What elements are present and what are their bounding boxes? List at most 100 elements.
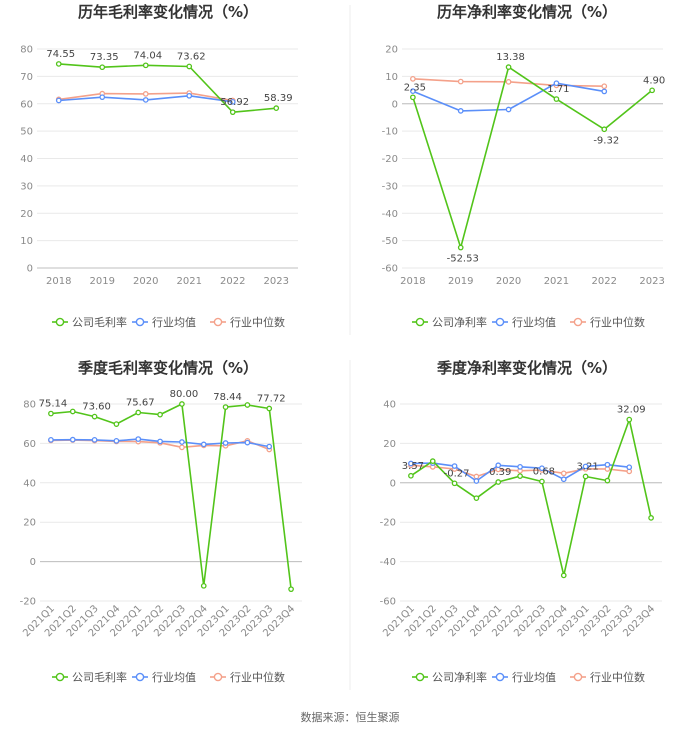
data-point-company bbox=[505, 64, 512, 70]
y-tick-label: -20 bbox=[380, 518, 396, 529]
legend-item-company[interactable]: 公司净利率 bbox=[412, 315, 487, 329]
x-tick-label: 2018 bbox=[46, 276, 71, 287]
data-point-industry_avg bbox=[539, 465, 545, 472]
data-point-company bbox=[99, 64, 106, 71]
data-point-company bbox=[626, 416, 633, 423]
data-point-industry_avg bbox=[457, 108, 464, 114]
legend-item-industry_avg[interactable]: 行业均值 bbox=[492, 671, 556, 684]
series-line-company bbox=[50, 403, 292, 590]
y-tick-label: 10 bbox=[385, 72, 398, 83]
y-tick-label: 0 bbox=[390, 478, 396, 489]
legend-label: 行业均值 bbox=[152, 316, 196, 329]
legend-swatch-marker bbox=[573, 317, 583, 327]
legend-swatch-marker bbox=[573, 672, 583, 682]
data-label: 75.14 bbox=[39, 399, 68, 410]
data-point-company bbox=[451, 480, 458, 487]
series-line-company bbox=[410, 418, 652, 577]
data-point-industry_median bbox=[410, 75, 416, 82]
data-point-industry_avg bbox=[505, 106, 512, 113]
legend-label: 行业均值 bbox=[512, 671, 556, 684]
legend-item-company[interactable]: 公司毛利率 bbox=[52, 670, 127, 684]
data-point-company bbox=[288, 586, 294, 593]
data-point-industry_avg bbox=[451, 463, 458, 469]
source-note: 数据来源：恒生聚源 bbox=[301, 710, 400, 724]
data-point-industry_avg bbox=[229, 98, 236, 105]
legend-item-industry_avg[interactable]: 行业均值 bbox=[132, 316, 196, 329]
x-tick-label: 2019 bbox=[448, 276, 473, 287]
data-point-company bbox=[157, 411, 163, 418]
data-label: 75.67 bbox=[126, 398, 155, 409]
data-label: 0.39 bbox=[489, 467, 511, 478]
data-point-company bbox=[113, 421, 120, 427]
data-label: 73.62 bbox=[177, 51, 206, 62]
y-tick-label: 50 bbox=[20, 127, 33, 138]
y-tick-label: -40 bbox=[380, 557, 396, 568]
y-tick-label: 60 bbox=[20, 99, 33, 110]
data-point-industry_avg bbox=[517, 463, 523, 470]
x-tick-label: 2019 bbox=[90, 276, 115, 287]
data-label: -9.32 bbox=[593, 135, 619, 146]
data-point-industry_median bbox=[473, 473, 480, 480]
y-tick-label: 10 bbox=[20, 236, 33, 247]
chart-title: 历年净利率变化情况（%） bbox=[437, 3, 617, 21]
data-point-company bbox=[135, 409, 142, 416]
data-point-company bbox=[429, 458, 436, 464]
y-tick-label: 0 bbox=[392, 99, 398, 110]
data-label: 13.38 bbox=[496, 52, 525, 63]
legend-item-industry_median[interactable]: 行业中位数 bbox=[210, 315, 285, 329]
series-line-company bbox=[58, 63, 277, 113]
y-tick-label: -30 bbox=[382, 181, 398, 192]
legend-item-industry_avg[interactable]: 行业均值 bbox=[132, 671, 196, 684]
data-point-industry_avg bbox=[560, 476, 567, 483]
y-tick-label: -20 bbox=[382, 154, 398, 165]
chart-panel-2: 历年净利率变化情况（%） -60 -50 -40 -30 -20 -10 0 10 20 2018 2… bbox=[382, 3, 666, 329]
data-point-industry_avg bbox=[48, 437, 54, 443]
legend-swatch-marker bbox=[135, 672, 145, 682]
legend-label: 行业中位数 bbox=[590, 315, 645, 329]
x-tick-label: 2021 bbox=[544, 276, 569, 287]
legend-swatch-marker bbox=[55, 317, 65, 327]
data-label: 0.68 bbox=[533, 466, 555, 477]
legend-label: 公司毛利率 bbox=[72, 315, 127, 329]
data-point-industry_avg bbox=[244, 439, 251, 446]
data-point-industry_avg bbox=[604, 461, 611, 468]
legend-item-industry_median[interactable]: 行业中位数 bbox=[570, 670, 645, 684]
data-point-industry_avg bbox=[200, 441, 207, 448]
y-tick-label: 20 bbox=[385, 45, 398, 56]
legend-item-company[interactable]: 公司净利率 bbox=[412, 670, 487, 684]
data-label: 73.60 bbox=[82, 402, 111, 413]
legend-swatch-marker bbox=[135, 317, 145, 327]
data-point-industry_median bbox=[560, 470, 567, 477]
chart-title: 历年毛利率变化情况（%） bbox=[78, 3, 258, 21]
data-label: 78.44 bbox=[213, 392, 242, 403]
data-point-industry_avg bbox=[91, 437, 98, 443]
data-point-company bbox=[457, 244, 464, 251]
y-tick-label: 30 bbox=[20, 181, 33, 192]
x-tick-label: 2023 bbox=[639, 276, 664, 287]
data-point-company bbox=[601, 126, 608, 133]
data-point-industry_avg bbox=[113, 437, 120, 444]
data-point-industry_median bbox=[505, 79, 512, 85]
data-label: 73.35 bbox=[90, 52, 119, 63]
y-tick-label: 70 bbox=[20, 72, 33, 83]
data-point-industry_avg bbox=[179, 439, 185, 445]
legend-item-industry_avg[interactable]: 行业均值 bbox=[492, 316, 556, 329]
data-point-industry_avg bbox=[135, 436, 142, 442]
data-point-company bbox=[539, 478, 545, 485]
y-tick-label: 80 bbox=[23, 400, 36, 411]
data-point-industry_avg bbox=[601, 88, 608, 95]
legend-item-industry_median[interactable]: 行业中位数 bbox=[210, 670, 285, 684]
y-tick-label: 40 bbox=[383, 400, 396, 411]
legend-item-industry_median[interactable]: 行业中位数 bbox=[570, 315, 645, 329]
data-point-company bbox=[266, 405, 273, 412]
y-tick-label: 60 bbox=[23, 439, 36, 450]
legend-swatch-marker bbox=[495, 317, 505, 327]
chart-title: 季度毛利率变化情况（%） bbox=[78, 359, 258, 377]
data-point-company bbox=[244, 402, 251, 408]
legend-item-company[interactable]: 公司毛利率 bbox=[52, 315, 127, 329]
data-label: 74.04 bbox=[133, 50, 162, 61]
legend-label: 行业中位数 bbox=[590, 670, 645, 684]
data-point-industry_avg bbox=[55, 97, 62, 104]
data-point-industry_median bbox=[601, 83, 608, 90]
y-tick-label: 0 bbox=[27, 264, 33, 275]
